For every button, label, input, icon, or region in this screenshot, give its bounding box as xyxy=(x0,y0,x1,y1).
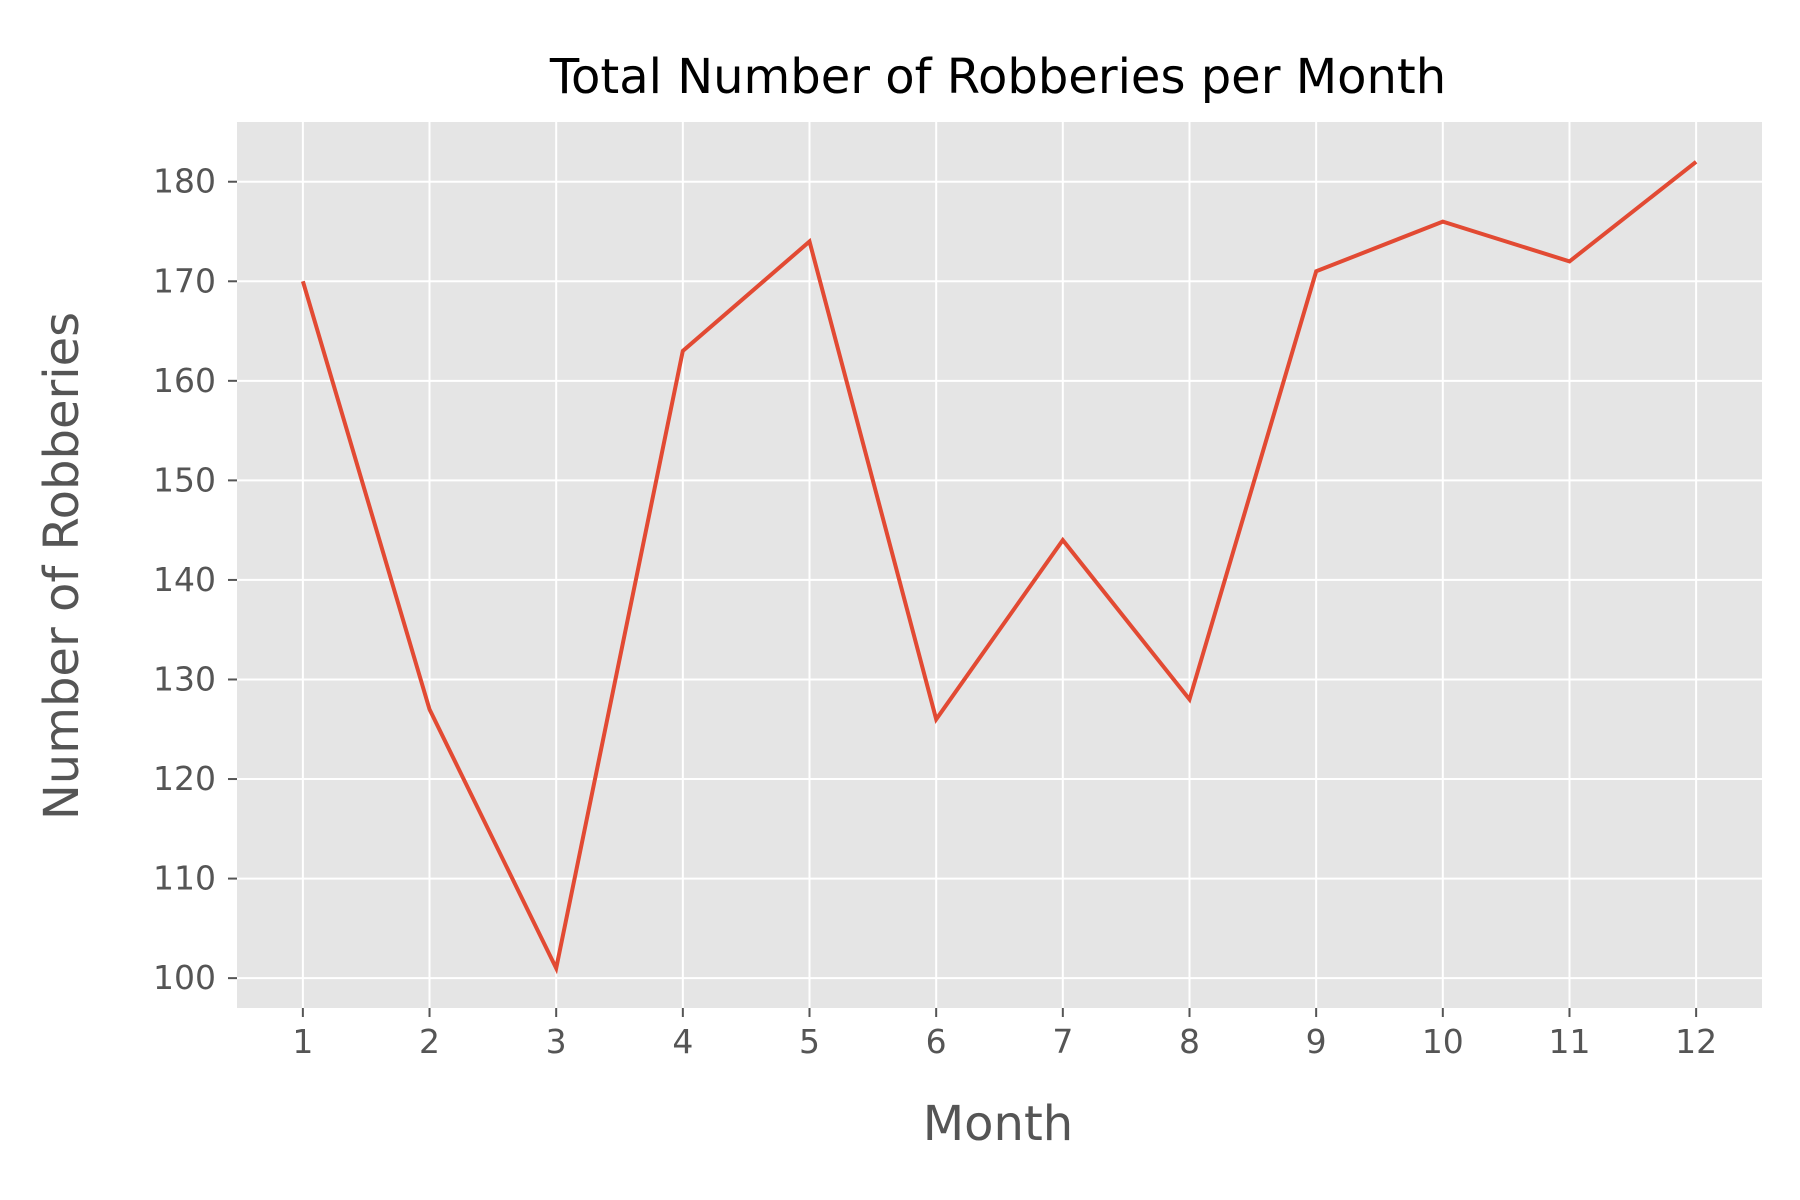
y-axis-label: Number of Robberies xyxy=(34,312,90,820)
y-tick-label: 130 xyxy=(153,659,216,698)
x-tick-label: 10 xyxy=(1422,1022,1464,1061)
y-tick-label: 170 xyxy=(153,261,216,300)
y-tick-label: 100 xyxy=(153,958,216,997)
x-tick-label: 9 xyxy=(1306,1022,1327,1061)
x-tick-label: 3 xyxy=(546,1022,567,1061)
x-tick-label: 12 xyxy=(1675,1022,1717,1061)
y-tick-label: 180 xyxy=(153,162,216,201)
y-tick-label: 160 xyxy=(153,361,216,400)
y-tick-label: 110 xyxy=(153,859,216,898)
x-tick-label: 7 xyxy=(1052,1022,1073,1061)
x-tick-label: 2 xyxy=(419,1022,440,1061)
x-tick-label: 11 xyxy=(1548,1022,1590,1061)
x-tick-label: 5 xyxy=(799,1022,820,1061)
series-lines xyxy=(300,160,1698,975)
y-tick-label: 120 xyxy=(153,759,216,798)
y-tick-label: 140 xyxy=(153,560,216,599)
axis-ticks: 1 2 3 4 5 6 7 8 9 10 11 121001101201301401501601701… xyxy=(153,162,1717,1061)
chart-title: Total Number of Robberies per Month xyxy=(549,49,1446,105)
x-tick-label: 8 xyxy=(1179,1022,1200,1061)
plot-area xyxy=(237,122,1762,1008)
series-line xyxy=(300,160,1698,975)
x-axis-label: Month xyxy=(923,1096,1073,1152)
x-tick-label: 4 xyxy=(672,1022,693,1061)
y-tick-label: 150 xyxy=(153,460,216,499)
x-tick-label: 1 xyxy=(292,1022,313,1061)
x-tick-label: 6 xyxy=(926,1022,947,1061)
